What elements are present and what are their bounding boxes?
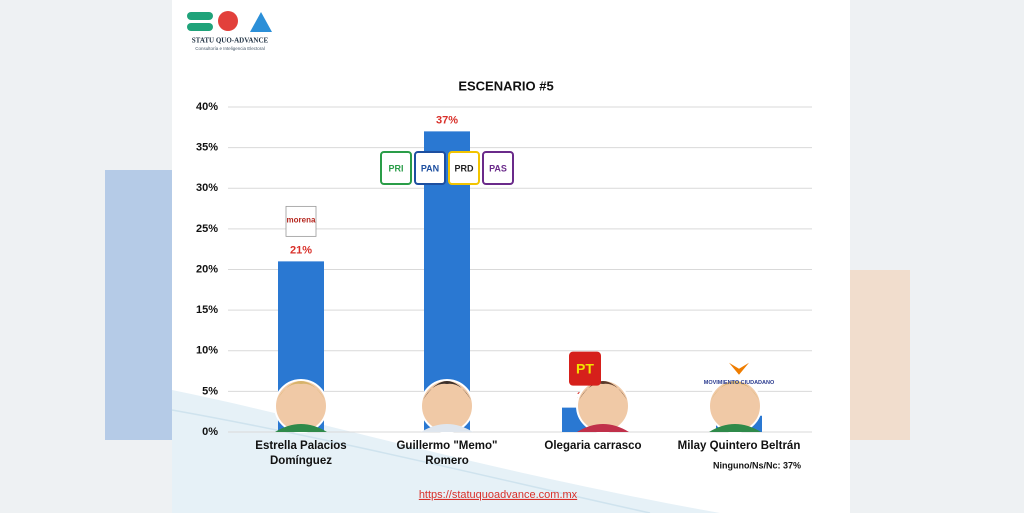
- candidate-clothes: [421, 424, 473, 432]
- y-tick-label: 20%: [196, 263, 218, 275]
- chart-title: ESCENARIO #5: [458, 78, 553, 93]
- logo-s: [187, 23, 213, 31]
- party-label: PAS: [489, 163, 507, 173]
- x-tick-label: Estrella Palacios: [255, 440, 346, 452]
- party-label: MOVIMIENTO CIUDADANO: [704, 380, 775, 386]
- logo-name: STATU QUO-ADVANCE: [192, 37, 269, 45]
- y-tick-label: 35%: [196, 142, 218, 154]
- party-label: morena: [287, 215, 316, 224]
- candidate-hair: [711, 381, 759, 400]
- candidate-clothes: [275, 424, 327, 432]
- logo: STATU QUO-ADVANCE Consultoría e Intelige…: [187, 11, 272, 51]
- y-tick-label: 10%: [196, 345, 218, 357]
- x-tick-label: Milay Quintero Beltrán: [678, 440, 801, 452]
- y-tick-label: 30%: [196, 182, 218, 194]
- party-label: PT: [576, 360, 594, 376]
- party-logo: [569, 351, 601, 386]
- candidate-hair: [277, 381, 325, 400]
- blurred-photo: [850, 270, 910, 440]
- y-tick-label: 40%: [196, 101, 218, 113]
- blurred-bar: [105, 170, 175, 440]
- candidate-clothes: [709, 424, 761, 432]
- y-tick-label: 15%: [196, 304, 218, 316]
- party-logo: [414, 151, 446, 185]
- party-icon: [729, 362, 749, 375]
- note: Ninguno/Ns/Nc: 37%: [713, 460, 801, 470]
- party-label: PRI: [388, 163, 403, 173]
- logo-tagline: Consultoría e Inteligencia Electoral: [195, 46, 265, 51]
- candidate-clothes: [577, 424, 629, 432]
- url[interactable]: https://statuquoadvance.com.mx: [419, 489, 578, 501]
- party-label: PAN: [421, 163, 439, 173]
- party-logo: [482, 151, 514, 185]
- value-label: 37%: [436, 114, 458, 126]
- wave: [172, 390, 720, 513]
- candidate-hair: [423, 381, 471, 400]
- y-tick-label: 25%: [196, 223, 218, 235]
- x-tick-label: Romero: [425, 455, 468, 467]
- party-logo: [448, 151, 480, 185]
- x-tick-label: Guillermo "Memo": [396, 440, 497, 452]
- candidate-hair: [579, 381, 627, 400]
- wave-line: [171, 409, 651, 513]
- party-logo: [380, 151, 412, 185]
- logo-s: [187, 12, 213, 20]
- chart: 0% 5% 10% 15% 20% 25% 30% 35% 40% 21% Estrella Pal…: [196, 101, 812, 467]
- party-logo: [285, 205, 317, 237]
- party-label: PRD: [454, 163, 474, 173]
- logo-a: [250, 12, 272, 32]
- x-tick-label: Domínguez: [270, 455, 332, 467]
- y-tick-label: 0%: [202, 426, 218, 438]
- y-tick-label: 5%: [202, 385, 218, 397]
- logo-q: [218, 11, 238, 31]
- value-label: 21%: [290, 244, 312, 256]
- x-tick-label: Olegaria carrasco: [544, 440, 641, 452]
